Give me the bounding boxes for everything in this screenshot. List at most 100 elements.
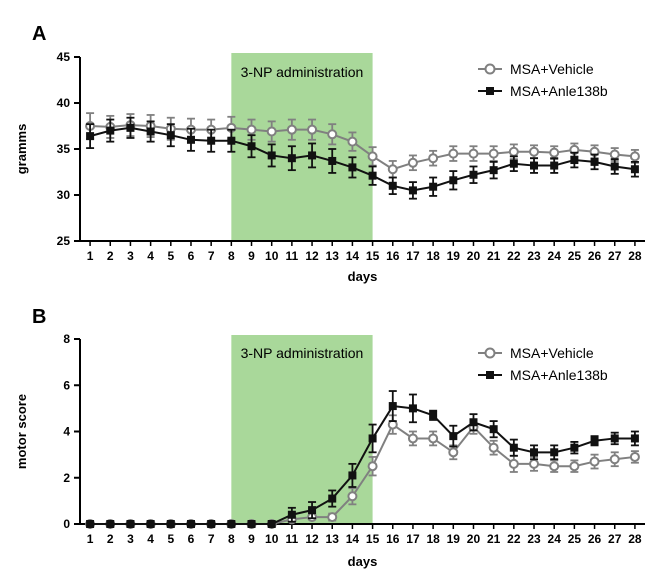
data-point [367,151,378,162]
legend-label: MSA+Anle138b [510,83,608,99]
x-tick-label: 19 [447,249,461,263]
data-point [247,520,256,528]
data-point [570,443,579,452]
x-tick-label: 23 [527,249,541,263]
y-tick-label: 35 [57,142,71,156]
x-tick-label: 25 [568,249,582,263]
x-tick-label: 10 [265,249,279,263]
legend-marker [486,87,494,95]
data-point [609,149,620,160]
data-point [488,442,499,453]
data-point [186,520,195,528]
data-point [286,124,297,135]
data-point [327,512,338,523]
data-point [106,520,115,528]
data-point [488,148,499,159]
data-point [408,186,417,195]
data-point [267,520,276,528]
x-tick-label: 6 [188,532,195,546]
series-anle138b [86,116,639,200]
data-point [550,448,559,457]
data-point [307,124,318,135]
data-point [388,181,397,190]
x-tick-label: 21 [487,249,501,263]
x-tick-label: 3 [127,532,134,546]
data-point [388,402,397,411]
data-point [347,491,358,502]
x-tick-label: 12 [305,249,319,263]
data-point [408,404,417,413]
data-point [348,163,357,172]
x-tick-label: 26 [588,249,602,263]
data-point [328,156,337,165]
data-point [407,157,418,168]
data-point [449,176,458,185]
x-tick-label: 9 [248,532,255,546]
data-point [347,136,358,147]
x-tick-label: 20 [467,532,481,546]
data-point [368,171,377,180]
x-tick-label: 21 [487,532,501,546]
legend-marker [484,347,496,359]
x-tick-label: 10 [265,532,279,546]
x-tick-label: 26 [588,532,602,546]
y-tick-label: 0 [63,517,70,531]
data-point [529,458,540,469]
y-tick-label: 4 [63,425,70,439]
y-tick-label: 40 [57,96,71,110]
x-tick-label: 17 [406,249,420,263]
data-point [489,166,498,175]
data-point [489,425,498,434]
data-point [449,432,458,441]
data-point [407,433,418,444]
data-point [590,436,599,445]
data-point [308,506,317,515]
data-point [429,411,438,420]
series-line [89,126,636,192]
series-line [90,404,635,525]
data-point [368,434,377,443]
data-point [630,434,639,443]
data-point [428,153,439,164]
data-point [469,170,478,179]
data-point [166,131,175,140]
x-tick-label: 3 [127,249,134,263]
y-axis-label: gramms [14,124,29,175]
data-point [186,135,195,144]
x-tick-label: 11 [286,532,299,546]
x-tick-label: 24 [548,532,562,546]
x-tick-label: 16 [386,249,400,263]
data-point [207,136,216,145]
x-tick-label: 15 [366,532,380,546]
y-tick-label: 45 [57,50,71,64]
data-point [429,182,438,191]
data-point [428,433,439,444]
data-point [509,443,518,452]
x-tick-label: 8 [228,249,235,263]
series-vehicle [85,112,640,179]
data-point [469,418,478,427]
data-point [387,164,398,175]
data-point [529,146,540,157]
data-point [287,510,296,519]
x-tick-label: 5 [167,249,174,263]
x-tick-label: 4 [147,532,154,546]
data-point [328,494,337,503]
data-point [247,142,256,151]
x-tick-label: 18 [426,249,440,263]
data-point [629,451,640,462]
data-point [530,448,539,457]
x-tick-label: 14 [346,532,360,546]
x-tick-label: 1 [87,249,94,263]
data-point [287,154,296,163]
x-tick-label: 23 [527,532,541,546]
legend-label: MSA+Vehicle [510,61,594,77]
x-tick-label: 22 [507,532,521,546]
data-point [146,127,155,136]
x-tick-label: 12 [305,532,319,546]
data-point [549,461,560,472]
x-tick-label: 17 [406,532,420,546]
data-point [227,520,236,528]
x-tick-label: 9 [248,249,255,263]
